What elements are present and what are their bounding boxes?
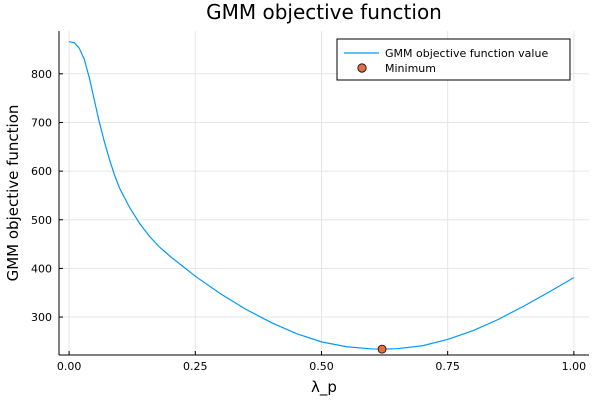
y-tick-label: 300 [31, 311, 52, 324]
y-tick-labels: 300 400 500 600 700 800 [31, 68, 63, 324]
x-tick-labels: 0.00 0.25 0.50 0.75 1.00 [57, 351, 586, 373]
axes [58, 31, 589, 356]
minimum-point [377, 344, 387, 354]
x-tick-label: 0.00 [57, 360, 82, 373]
series-line-objective [68, 41, 575, 350]
y-tick-label: 700 [31, 116, 52, 129]
legend-label-series: GMM objective function value [385, 47, 548, 60]
y-axis-label: GMM objective function [4, 105, 22, 282]
x-tick-label: 0.50 [309, 360, 334, 373]
x-axis-label: λ_p [311, 378, 337, 397]
x-tick-label: 1.00 [562, 360, 587, 373]
y-tick-label: 600 [31, 165, 52, 178]
legend-marker-swatch [357, 63, 367, 73]
legend-label-minimum: Minimum [385, 62, 436, 75]
grid-lines [59, 31, 589, 355]
chart-title: GMM objective function [206, 0, 442, 24]
y-tick-label: 400 [31, 262, 52, 275]
y-tick-label: 800 [31, 68, 52, 81]
x-tick-label: 0.25 [183, 360, 208, 373]
series-layer [68, 41, 575, 354]
legend: GMM objective function value Minimum [336, 38, 571, 81]
legend-box [336, 38, 571, 81]
y-tick-label: 500 [31, 214, 52, 227]
x-tick-label: 0.75 [435, 360, 460, 373]
